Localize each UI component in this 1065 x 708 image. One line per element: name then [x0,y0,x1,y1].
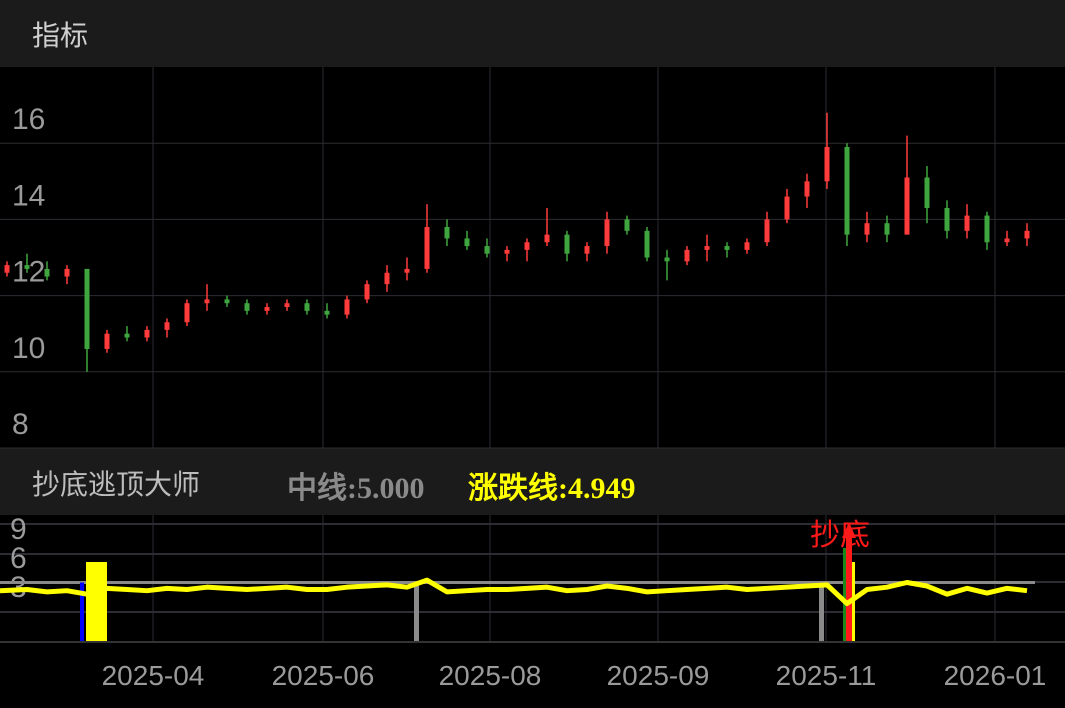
candle-body [644,230,650,258]
candle-body [864,223,870,235]
candle-body [304,303,310,311]
candle-body [404,268,410,273]
candle-body [464,238,470,247]
header-title: 指标 [32,19,89,52]
candle-body [204,299,210,304]
candle-body [104,333,110,349]
candle-body [124,333,130,338]
candle-body [1004,238,1010,243]
zd-line-value: 涨跌线:4.949 [468,472,636,505]
signal-bar [414,582,419,641]
y-tick-label: 10 [12,332,45,365]
x-tick-label: 2025-08 [439,660,542,691]
candle-body [64,268,70,277]
candle-body [744,242,750,250]
candle-body [704,246,710,250]
signal-bar [843,548,846,641]
header: 指标 [0,0,1065,67]
candle-body [144,329,150,338]
bottom-signal-bar [846,535,852,641]
candle-body [624,219,630,231]
candle-body [544,234,550,243]
y-tick-label: 8 [12,408,29,441]
candle-body [164,322,170,330]
candle-body [584,246,590,254]
candle-body [904,177,910,235]
candle-body [944,207,950,231]
candle-body [504,249,510,254]
candle-body [444,227,450,239]
signal-bar [819,582,824,641]
y-tick-label: 14 [12,179,45,212]
signal-bar [86,562,107,641]
y-tick-label: 12 [12,256,45,289]
candle-body [244,303,250,311]
candle-body [44,268,50,277]
candle-body [724,246,730,250]
candle-body [4,265,10,273]
candle-body [224,299,230,304]
candle-body [364,284,370,300]
candle-body [684,249,690,262]
candle-body [784,196,790,220]
x-tick-label: 2025-09 [607,660,710,691]
candle-body [284,303,290,308]
indicator-header: 抄底逃顶大师 中线:5.000 涨跌线:4.949 [0,448,1065,515]
candle-body [324,310,330,315]
candle-body [924,177,930,208]
candle-body [524,242,530,250]
x-tick-label: 2026-01 [944,660,1047,691]
candle-body [384,272,390,285]
arrow-up-icon [842,522,856,538]
y-tick-label: 6 [10,542,27,575]
candle-body [844,147,850,235]
y-tick-label: 9 [10,513,27,546]
candle-body [264,307,270,311]
candle-body [1024,230,1030,239]
indicator-name[interactable]: 抄底逃顶大师 [32,468,201,501]
y-tick-label: 16 [12,103,45,136]
candle-body [84,268,90,349]
candle-body [764,219,770,243]
candle-body [804,181,810,197]
candle-body [884,223,890,235]
mid-line-value: 中线:5.000 [287,472,425,505]
candle-body [344,299,350,315]
candle-body [24,265,30,269]
candle-body [664,257,670,262]
x-tick-label: 2025-11 [776,660,877,691]
x-tick-label: 2025-04 [102,660,205,691]
zd-line-series [0,577,1028,607]
x-tick-label: 2025-06 [272,660,375,691]
bottom-signal-label: 抄底 [810,518,870,553]
candle-body [424,227,430,269]
candle-body [964,215,970,231]
candle-body [184,303,190,323]
candle-body [824,147,830,182]
candle-body [604,219,610,247]
candle-body [984,215,990,243]
signal-bar [80,582,84,641]
candle-body [564,234,570,254]
candle-body [484,246,490,254]
